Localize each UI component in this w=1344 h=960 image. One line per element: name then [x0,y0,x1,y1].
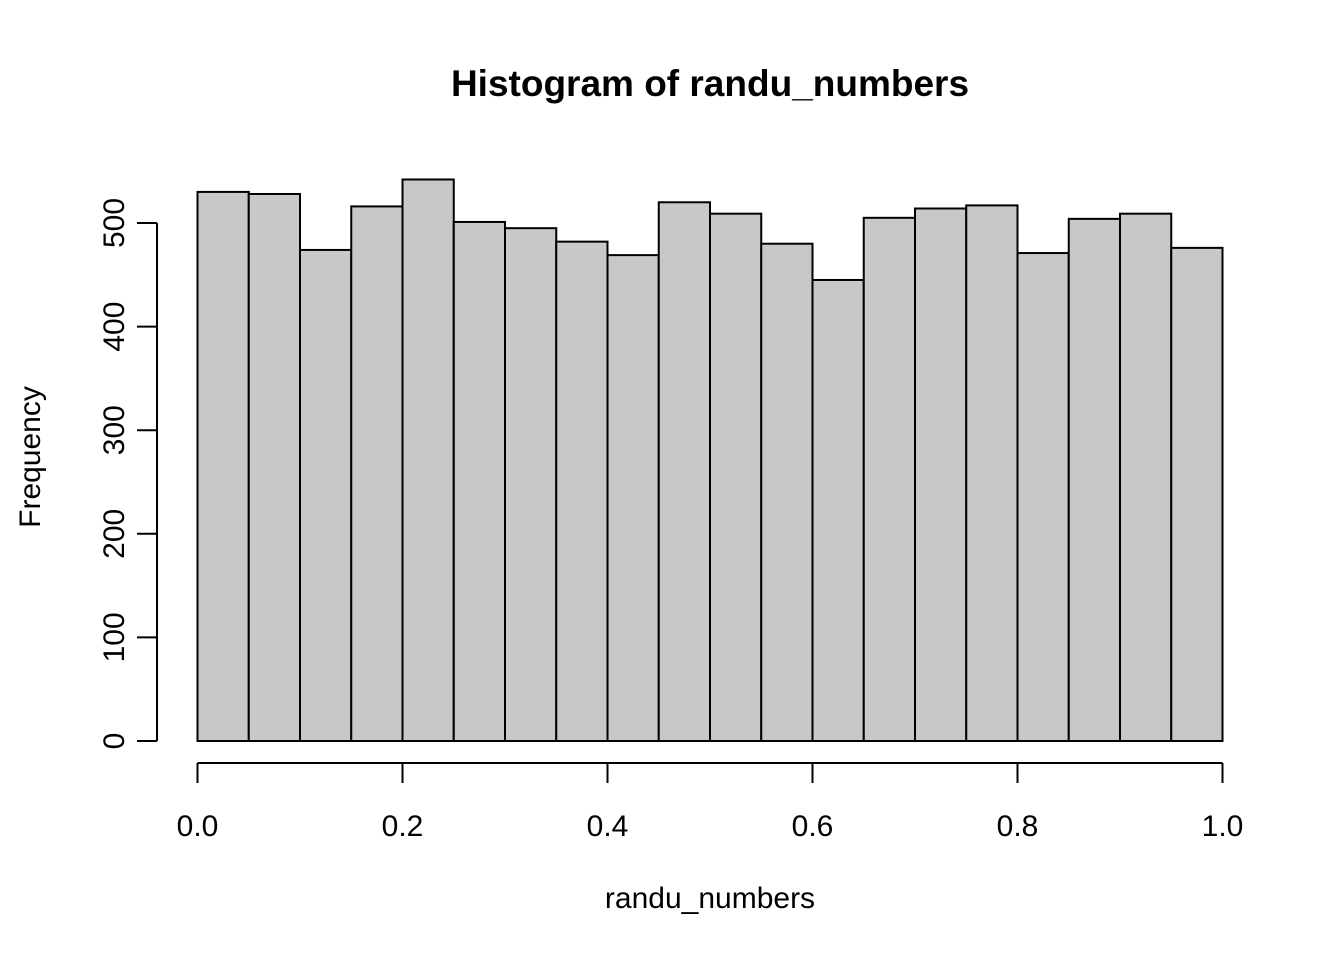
x-tick-label: 0.2 [382,810,424,843]
y-tick-label: 0 [98,733,131,750]
histogram-bar [914,207,968,742]
x-axis-label: randu_numbers [605,882,815,915]
histogram-bar [350,205,404,743]
x-tick-label: 0.4 [587,810,629,843]
x-tick-label: 1.0 [1202,810,1244,843]
histogram-bar [247,192,301,743]
histogram-bar [1067,217,1121,743]
x-tick-label: 0.6 [792,810,834,843]
histogram-bar [1016,252,1070,742]
y-axis: 0 100 200 300 400 500 [98,198,158,750]
histogram-bar [401,178,455,743]
histogram-bar [811,278,865,742]
x-axis: 0.0 0.2 0.4 0.6 0.8 1.0 [177,762,1244,843]
histogram-bar [504,227,558,742]
histogram-bar [555,240,609,742]
x-tick-label: 0.0 [177,810,219,843]
histogram-bar [657,201,711,742]
y-tick-label: 100 [98,612,131,662]
y-axis-label: Frequency [14,386,47,528]
histogram-bar [452,220,506,742]
histogram-bar [965,204,1019,742]
histogram-bar [299,248,353,742]
x-tick-label: 0.8 [997,810,1039,843]
histogram-bar [709,212,763,742]
histogram-bar [862,216,916,742]
y-tick-label: 500 [98,198,131,248]
y-tick-label: 300 [98,405,131,455]
histogram-bar [1170,246,1224,743]
histogram-bar [760,242,814,742]
y-tick-label: 200 [98,509,131,559]
chart-title: Histogram of randu_numbers [451,63,969,104]
histogram-bar [196,190,250,743]
y-tick-label: 400 [98,302,131,352]
histogram-bars [196,178,1224,743]
histogram-bar [606,254,660,742]
histogram-bar [1119,212,1173,742]
